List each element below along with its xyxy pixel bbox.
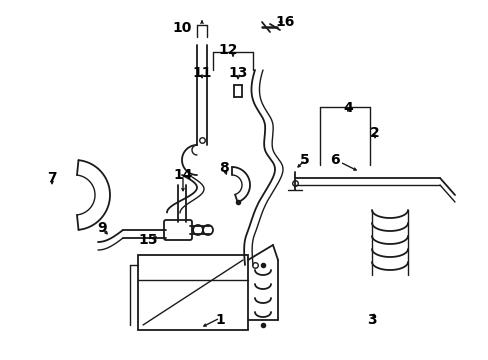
Text: 14: 14 <box>173 168 192 182</box>
Text: 4: 4 <box>343 101 352 115</box>
Text: 3: 3 <box>366 313 376 327</box>
Text: 2: 2 <box>369 126 379 140</box>
Bar <box>138 255 247 330</box>
Text: 5: 5 <box>300 153 309 167</box>
Text: 12: 12 <box>218 43 237 57</box>
Text: 7: 7 <box>47 171 57 185</box>
Text: 6: 6 <box>329 153 339 167</box>
Text: 16: 16 <box>275 15 294 29</box>
Text: 10: 10 <box>172 21 191 35</box>
Text: 9: 9 <box>97 221 106 235</box>
Text: 15: 15 <box>138 233 158 247</box>
Text: 11: 11 <box>192 66 211 80</box>
Text: 1: 1 <box>215 313 224 327</box>
Text: 13: 13 <box>228 66 247 80</box>
Text: 8: 8 <box>219 161 228 175</box>
